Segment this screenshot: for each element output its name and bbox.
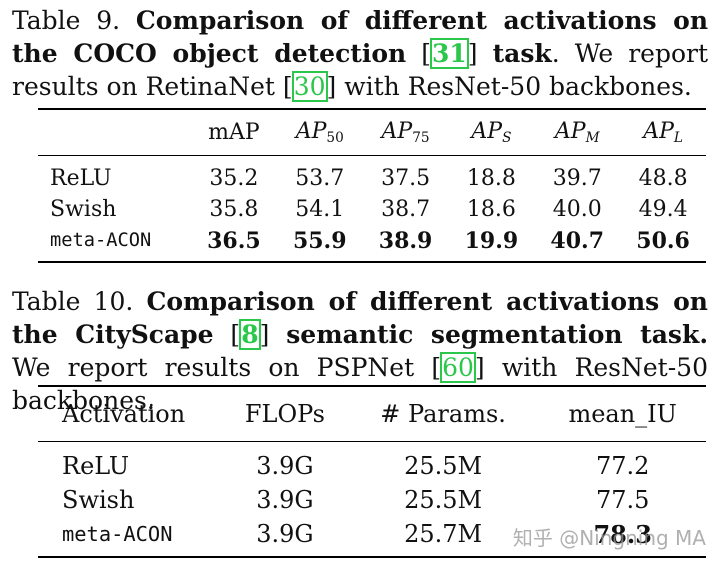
table10-cell: 25.7M bbox=[346, 517, 540, 558]
table10-caption-text-a: We report results on PSPNet bbox=[12, 353, 415, 382]
table10-header-flops: FLOPs bbox=[223, 385, 347, 442]
table9-cell: 37.5 bbox=[381, 166, 431, 191]
table9-caption-text-a: . We report results on RetinaNet bbox=[12, 39, 708, 101]
table10-header-miou: mean_IU bbox=[539, 385, 706, 442]
table10-cell: 77.2 bbox=[595, 452, 650, 480]
table-row: ReLU 35.2 53.7 37.5 18.8 39.7 48.8 bbox=[38, 156, 706, 195]
table-row: meta-ACON 3.9G 25.7M 78.3 bbox=[38, 517, 706, 558]
table9-cell: 39.7 bbox=[552, 166, 602, 191]
table9-header-apl: APL bbox=[620, 108, 706, 156]
table9-cell: 35.8 bbox=[209, 197, 259, 222]
table9-header-aps: APS bbox=[448, 108, 535, 156]
table10-cell: 25.5M bbox=[404, 486, 483, 514]
table9-cell: 49.4 bbox=[638, 197, 688, 222]
watermark: 知乎 @Ningning MA bbox=[512, 526, 706, 550]
table10-cell-name: meta-ACON bbox=[38, 517, 223, 558]
table10-title-a: Comparison of different activations on t… bbox=[12, 287, 708, 349]
table9-cell-best: 55.9 bbox=[276, 225, 363, 263]
table9-cell-best: 19.9 bbox=[448, 225, 535, 263]
table9-header-map: mAP bbox=[191, 108, 277, 156]
table9-header-apm: APM bbox=[534, 108, 621, 156]
table10-cell: 3.9G bbox=[256, 486, 314, 514]
table10-label: Table 10. bbox=[12, 287, 134, 316]
table10-cell-name: ReLU bbox=[62, 452, 130, 480]
table10-header-row: Activation FLOPs # Params. mean_IU bbox=[38, 385, 706, 442]
table9-cell: 40.0 bbox=[552, 197, 602, 222]
table9-cell-best: 38.9 bbox=[362, 225, 449, 263]
table10-cell-best: 78.3 bbox=[539, 517, 706, 558]
table10-header-params: # Params. bbox=[346, 385, 540, 442]
table9-cell: 18.6 bbox=[466, 197, 516, 222]
table9-cell-name: meta-ACON bbox=[38, 225, 191, 263]
citation-link-8[interactable]: 8 bbox=[239, 319, 261, 350]
table9-cell-best: 50.6 bbox=[620, 225, 706, 263]
table9-cell-best: 40.7 bbox=[534, 225, 621, 263]
table9-header-method bbox=[38, 108, 191, 156]
table9-caption: Table 9. Comparison of different activat… bbox=[12, 6, 708, 102]
table10: Activation FLOPs # Params. mean_IU ReLU … bbox=[38, 385, 706, 558]
table9-label: Table 9. bbox=[12, 6, 121, 35]
table9-cell-name: ReLU bbox=[50, 166, 112, 191]
table-row: Swish 3.9G 25.5M 77.5 bbox=[38, 483, 706, 517]
table-row: meta-ACON 36.5 55.9 38.9 19.9 40.7 50.6 bbox=[38, 225, 706, 263]
table-row: Swish 35.8 54.1 38.7 18.6 40.0 49.4 bbox=[38, 194, 706, 225]
table9-cell: 38.7 bbox=[381, 197, 431, 222]
table10-cell: 3.9G bbox=[256, 452, 314, 480]
table9-title-b: task bbox=[492, 39, 552, 68]
table10-cell: 3.9G bbox=[223, 517, 347, 558]
citation-link-60[interactable]: 60 bbox=[440, 352, 476, 383]
table9-cell: 18.8 bbox=[466, 166, 516, 191]
table10-header-activation: Activation bbox=[38, 385, 223, 442]
table10-title-b: semantic segmentation task. bbox=[286, 320, 709, 349]
table9-cell: 53.7 bbox=[295, 166, 345, 191]
table9-cell-name: Swish bbox=[50, 197, 117, 222]
table9-cell: 35.2 bbox=[209, 166, 259, 191]
citation-link-30[interactable]: 30 bbox=[291, 71, 328, 102]
table-row: ReLU 3.9G 25.5M 77.2 bbox=[38, 442, 706, 484]
citation-link-31[interactable]: 31 bbox=[429, 38, 469, 69]
table10-cell: 25.5M bbox=[404, 452, 483, 480]
table9: mAP AP50 AP75 APS APM APL ReLU 35.2 53.7… bbox=[38, 108, 706, 263]
table9-header-ap50: AP50 bbox=[276, 108, 363, 156]
table9-cell: 48.8 bbox=[638, 166, 688, 191]
table9-header-row: mAP AP50 AP75 APS APM APL bbox=[38, 108, 706, 156]
table9-cell: 54.1 bbox=[295, 197, 345, 222]
table10-cell-name: Swish bbox=[62, 486, 135, 514]
table9-title-a: Comparison of different activations on t… bbox=[12, 6, 708, 68]
table9-cell-best: 36.5 bbox=[191, 225, 277, 263]
table10-cell: 77.5 bbox=[595, 486, 650, 514]
table9-caption-text-b: with ResNet-50 backbones. bbox=[344, 72, 692, 101]
table9-header-ap75: AP75 bbox=[362, 108, 449, 156]
